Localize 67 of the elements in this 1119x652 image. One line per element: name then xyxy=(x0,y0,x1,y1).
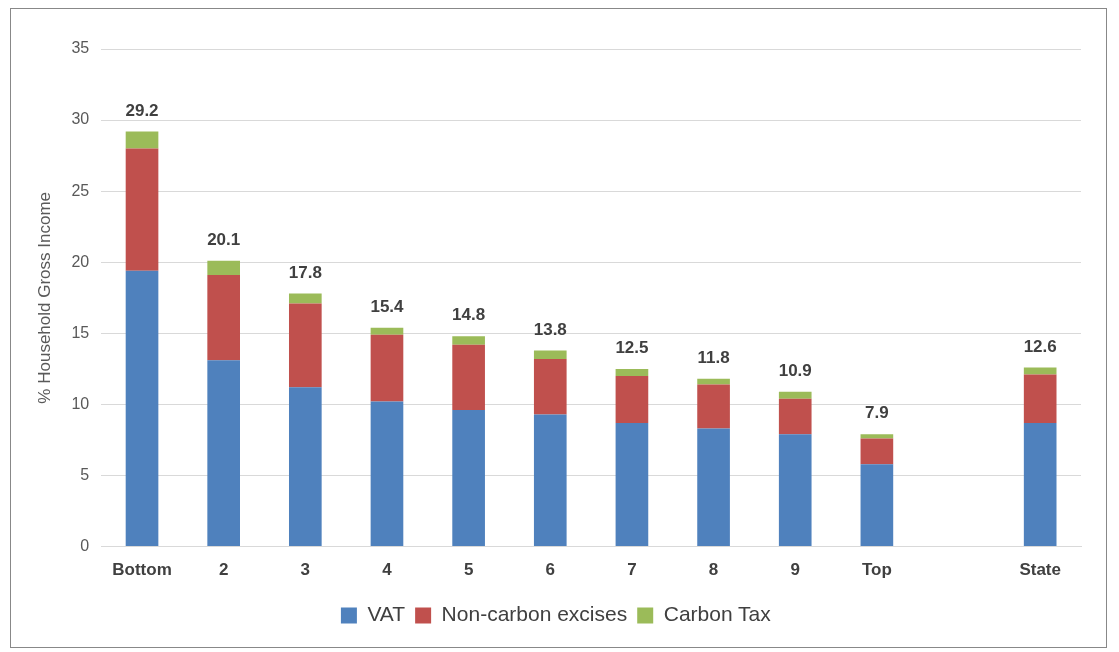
bar xyxy=(778,391,812,399)
bar xyxy=(778,434,812,547)
total-label: 17.8 xyxy=(288,262,322,282)
legend-label: VAT xyxy=(367,602,406,626)
bar xyxy=(1023,422,1057,547)
bar xyxy=(207,275,240,361)
total-label: 11.8 xyxy=(697,348,730,368)
y-tick-label: 0 xyxy=(80,537,90,555)
bar xyxy=(697,384,730,429)
y-tick-label: 5 xyxy=(80,465,90,483)
bar xyxy=(370,401,404,547)
bar xyxy=(125,148,159,271)
x-tick-label: 6 xyxy=(545,560,556,580)
bar xyxy=(1023,374,1057,423)
total-label: 12.6 xyxy=(1023,336,1057,356)
bar xyxy=(452,344,485,411)
x-tick-label: Top xyxy=(861,560,892,580)
total-label: 20.1 xyxy=(207,230,241,250)
bar xyxy=(615,368,649,376)
y-tick-label: 20 xyxy=(71,252,90,270)
x-tick-label: 4 xyxy=(382,560,393,580)
x-tick-label: Bottom xyxy=(112,560,172,580)
x-tick-label: 8 xyxy=(708,560,719,580)
bar xyxy=(125,270,159,547)
total-label: 7.9 xyxy=(865,403,889,423)
bar xyxy=(697,378,730,385)
bar xyxy=(697,428,730,547)
bar xyxy=(615,375,649,423)
x-tick-label: 5 xyxy=(463,560,474,580)
y-tick-label: 15 xyxy=(71,323,90,341)
bar xyxy=(860,434,894,439)
total-label: 29.2 xyxy=(125,100,159,120)
bar xyxy=(1023,367,1057,375)
bar xyxy=(370,327,404,335)
y-tick-label: 35 xyxy=(71,39,90,57)
bar xyxy=(860,438,894,465)
y-tick-label: 25 xyxy=(71,181,90,199)
bar xyxy=(533,358,567,415)
x-tick-label: 3 xyxy=(300,560,311,580)
x-tick-label: 2 xyxy=(218,560,229,580)
bar xyxy=(615,422,649,547)
x-tick-label: State xyxy=(1019,560,1061,580)
bar xyxy=(288,293,322,304)
legend-label: Carbon Tax xyxy=(663,602,772,626)
bar xyxy=(288,303,322,388)
bar xyxy=(533,414,567,547)
bar xyxy=(125,131,159,149)
bar xyxy=(207,260,240,276)
total-label: 14.8 xyxy=(452,305,486,325)
y-axis-title: % Household Gross Income xyxy=(34,191,54,404)
total-label: 10.9 xyxy=(778,360,812,380)
bar xyxy=(452,410,485,547)
y-tick-label: 30 xyxy=(71,110,90,128)
bar xyxy=(207,360,240,547)
bar xyxy=(533,350,567,359)
bar xyxy=(288,387,322,547)
x-tick-label: 7 xyxy=(627,560,637,580)
total-label: 13.8 xyxy=(533,319,567,339)
total-label: 15.4 xyxy=(370,296,405,316)
bar xyxy=(452,336,485,345)
bar xyxy=(370,334,404,402)
x-tick-label: 9 xyxy=(790,560,800,580)
bar xyxy=(860,464,894,547)
y-tick-label: 10 xyxy=(71,394,90,412)
total-label: 12.5 xyxy=(615,338,649,358)
legend-label: Non-carbon excises xyxy=(441,602,628,626)
bar xyxy=(778,398,812,435)
